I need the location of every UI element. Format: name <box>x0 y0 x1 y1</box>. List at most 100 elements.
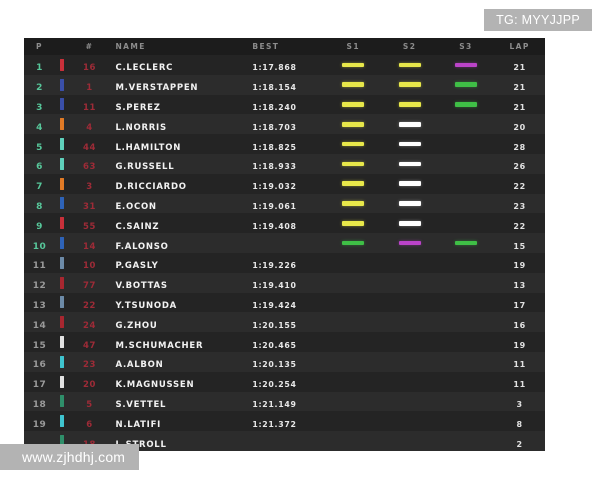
best-lap-cell: 1:20.465 <box>246 333 325 352</box>
sector-1-cell <box>325 399 381 404</box>
table-row[interactable]: 9 55 C.SAINZ 1:19.408 22 <box>24 213 545 234</box>
sector-1-bar <box>342 201 365 206</box>
driver-name-cell[interactable]: K.MAGNUSSEN <box>109 372 246 391</box>
table-row[interactable]: 5 44 L.HAMILTON 1:18.825 28 <box>24 134 545 154</box>
sector-2-cell <box>381 221 437 226</box>
driver-number-cell: 3 <box>69 174 109 193</box>
team-color-bar <box>60 177 64 190</box>
driver-name-cell[interactable]: C.LECLERC <box>109 55 246 74</box>
driver-number-cell: 44 <box>69 135 109 154</box>
lap-count-cell: 16 <box>494 313 545 332</box>
table-row[interactable]: 4 4 L.NORRIS 1:18.703 20 <box>24 114 545 135</box>
driver-number-cell: 22 <box>69 293 109 312</box>
best-lap-cell: 1:18.240 <box>246 95 325 114</box>
lap-count-cell: 15 <box>494 234 545 253</box>
table-row[interactable]: 8 31 E.OCON 1:19.061 23 <box>24 193 545 214</box>
table-row[interactable]: 16 23 A.ALBON 1:20.135 11 <box>24 351 545 372</box>
table-row[interactable]: 12 77 V.BOTTAS 1:19.410 13 <box>24 272 545 293</box>
header-number: # <box>85 42 94 51</box>
team-color-bar <box>60 415 64 428</box>
driver-name-cell[interactable]: P.GASLY <box>109 253 246 272</box>
driver-name-value: K.MAGNUSSEN <box>115 380 195 391</box>
table-row[interactable]: 18 5 S.VETTEL 1:21.149 3 <box>24 391 545 412</box>
position-cell: 13 <box>24 293 55 312</box>
driver-name-cell[interactable]: D.RICCIARDO <box>109 174 246 193</box>
driver-number-value: 47 <box>82 340 96 351</box>
driver-name-cell[interactable]: M.SCHUMACHER <box>109 333 246 352</box>
driver-name-value: G.RUSSELL <box>115 162 175 173</box>
position-value: 14 <box>32 320 47 331</box>
best-lap-cell: 1:21.149 <box>246 392 325 411</box>
sector-1-bar <box>342 141 365 147</box>
driver-number-cell: 6 <box>69 412 109 431</box>
driver-name-cell[interactable]: G.ZHOU <box>109 313 246 332</box>
driver-name-cell[interactable]: S.VETTEL <box>109 392 246 411</box>
driver-name-cell[interactable]: Y.TSUNODA <box>109 293 246 312</box>
table-row[interactable]: 14 24 G.ZHOU 1:20.155 16 <box>24 312 545 333</box>
driver-number-cell: 24 <box>69 313 109 332</box>
driver-number-cell: 23 <box>69 352 109 371</box>
sector-3-cell <box>438 221 494 226</box>
driver-name-cell[interactable]: M.VERSTAPPEN <box>109 75 246 94</box>
driver-name-cell[interactable]: C.SAINZ <box>109 214 246 233</box>
lap-count-value: 3 <box>516 399 523 409</box>
sector-2-bar <box>398 161 421 167</box>
driver-number-cell: 16 <box>69 55 109 74</box>
sector-2-cell <box>381 261 437 266</box>
driver-name-cell[interactable]: S.PEREZ <box>109 95 246 114</box>
position-cell: 18 <box>24 392 55 411</box>
table-row[interactable]: 1 16 C.LECLERC 1:17.868 21 <box>24 55 545 75</box>
lap-count-value: 23 <box>513 201 526 211</box>
lap-count-cell: 19 <box>494 253 545 272</box>
sector-2-cell <box>381 320 437 325</box>
driver-name-cell[interactable]: N.LATIFI <box>109 412 246 431</box>
team-color-cell <box>55 316 70 329</box>
driver-name-cell[interactable]: G.RUSSELL <box>109 154 246 173</box>
sector-3-cell <box>438 240 494 246</box>
table-row[interactable]: 11 10 P.GASLY 1:19.226 19 <box>24 252 545 273</box>
table-row[interactable]: 2 1 M.VERSTAPPEN 1:18.154 21 <box>24 74 545 95</box>
table-row[interactable]: 15 47 M.SCHUMACHER 1:20.465 19 <box>24 332 545 352</box>
table-row[interactable]: 7 3 D.RICCIARDO 1:19.032 22 <box>24 173 545 194</box>
position-value: 2 <box>36 83 43 94</box>
best-lap-cell: 1:19.408 <box>246 214 325 233</box>
driver-number-value: 63 <box>82 162 96 173</box>
header-position: P <box>36 42 43 51</box>
driver-name-cell[interactable]: A.ALBON <box>109 352 246 371</box>
team-color-bar <box>60 375 64 388</box>
driver-name-cell[interactable]: L.NORRIS <box>109 115 246 134</box>
sector-2-bar <box>398 240 421 246</box>
best-lap-cell: 1:18.154 <box>246 75 325 94</box>
best-lap-value: 1:18.154 <box>252 83 297 93</box>
driver-number-cell: 31 <box>69 194 109 213</box>
sector-3-cell <box>438 300 494 305</box>
best-lap-value: 1:19.408 <box>252 221 297 231</box>
table-row[interactable]: 17 20 K.MAGNUSSEN 1:20.254 11 <box>24 371 545 392</box>
best-lap-value: 1:21.372 <box>252 419 297 429</box>
team-color-bar <box>60 118 64 131</box>
driver-name-cell[interactable]: V.BOTTAS <box>109 273 246 292</box>
driver-name-cell[interactable]: L.STROLL <box>109 432 246 451</box>
sector-3-cell <box>438 320 494 325</box>
sector-2-cell <box>381 181 437 186</box>
driver-name-cell[interactable]: E.OCON <box>109 194 246 213</box>
table-row[interactable]: 3 11 S.PEREZ 1:18.240 21 <box>24 94 545 115</box>
best-lap-cell: 1:17.868 <box>246 55 325 74</box>
sector-1-cell <box>325 62 381 68</box>
driver-name-cell[interactable]: F.ALONSO <box>109 234 246 253</box>
table-row[interactable]: 13 22 Y.TSUNODA 1:19.424 17 <box>24 292 545 313</box>
table-row[interactable]: 19 6 N.LATIFI 1:21.372 8 <box>24 411 545 432</box>
lap-count-cell: 28 <box>494 135 545 154</box>
sector-2-bar <box>398 141 421 147</box>
best-lap-value: 1:20.465 <box>252 340 297 350</box>
lap-count-value: 13 <box>513 281 526 291</box>
sector-1-cell <box>325 122 381 127</box>
driver-name-value: L.NORRIS <box>115 122 167 133</box>
driver-name-cell[interactable]: L.HAMILTON <box>109 135 246 154</box>
table-row[interactable]: 6 63 G.RUSSELL 1:18.933 26 <box>24 153 545 174</box>
lap-count-cell: 22 <box>494 214 545 233</box>
lap-count-cell: 21 <box>494 55 545 74</box>
team-color-cell <box>55 78 70 91</box>
table-row[interactable]: 10 14 F.ALONSO 15 <box>24 233 545 253</box>
